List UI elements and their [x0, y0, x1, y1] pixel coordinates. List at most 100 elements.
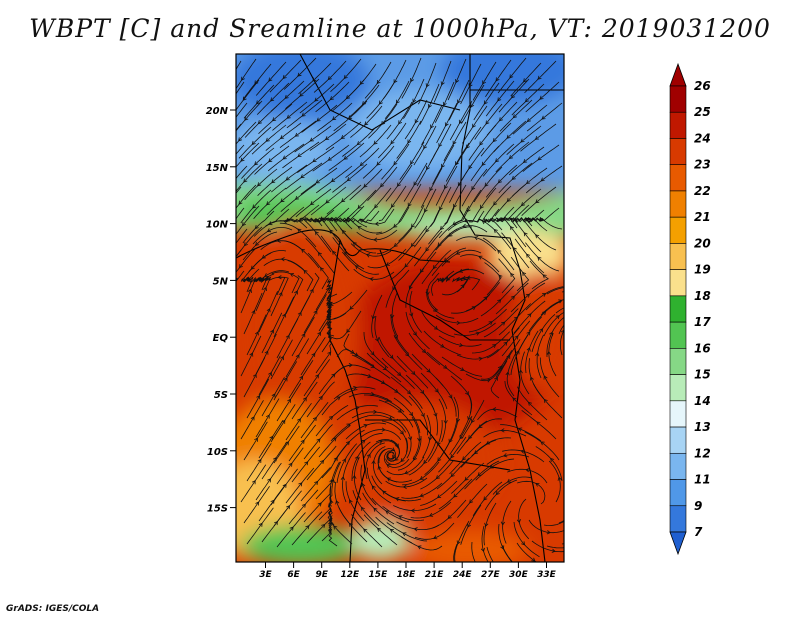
- streamline: [548, 333, 557, 377]
- streamline: [555, 307, 564, 314]
- streamline-arrow: [326, 332, 331, 337]
- streamline: [521, 186, 557, 216]
- streamline-arrow: [526, 118, 531, 123]
- streamline-arrow: [495, 77, 500, 82]
- streamline: [266, 185, 302, 216]
- streamline-arrow: [251, 309, 256, 315]
- streamline: [279, 222, 317, 248]
- streamline-arrow: [299, 375, 304, 380]
- streamline-arrow: [289, 526, 294, 531]
- streamline: [403, 162, 428, 202]
- streamline-arrow: [359, 80, 364, 85]
- streamline: [393, 334, 423, 370]
- streamline-arrow: [285, 176, 290, 181]
- streamline-arrow: [514, 335, 519, 340]
- streamline-arrow: [404, 263, 409, 268]
- colorbar-label: 16: [694, 341, 711, 355]
- streamline: [255, 61, 287, 96]
- streamline-arrow: [454, 565, 457, 569]
- streamline-arrow: [558, 299, 563, 304]
- streamline: [402, 461, 440, 486]
- streamline-arrow: [437, 457, 442, 462]
- streamline-arrow: [489, 464, 494, 469]
- streamline-arrow: [348, 363, 353, 368]
- streamline: [252, 227, 293, 245]
- streamline-arrow: [471, 186, 476, 191]
- streamline-arrow: [540, 441, 545, 446]
- streamline: [435, 377, 457, 417]
- streamline: [502, 449, 545, 463]
- streamline-arrow: [397, 371, 402, 376]
- streamline: [422, 414, 431, 459]
- streamline: [375, 378, 413, 406]
- streamline-arrow: [318, 395, 323, 400]
- streamline: [279, 120, 317, 149]
- streamline: [391, 292, 398, 337]
- streamline-arrow: [459, 343, 464, 348]
- streamline-arrow: [299, 92, 304, 97]
- streamline: [398, 204, 425, 242]
- streamline-arrow: [539, 328, 543, 333]
- streamline-arrow: [373, 409, 378, 415]
- streamline: [506, 354, 516, 397]
- streamline-arrow: [456, 540, 461, 545]
- streamline: [236, 81, 245, 95]
- streamline-arrow: [444, 184, 448, 190]
- streamline: [345, 481, 365, 522]
- streamline-arrow: [288, 462, 293, 467]
- streamline-arrow: [433, 412, 438, 418]
- streamline-arrow: [321, 523, 326, 528]
- streamline-arrow: [361, 506, 365, 511]
- streamline-arrow: [527, 218, 532, 223]
- streamline: [436, 457, 470, 490]
- colorbar-label: 23: [694, 158, 711, 172]
- streamline: [330, 310, 362, 340]
- streamline: [246, 443, 272, 482]
- streamline: [420, 372, 448, 410]
- streamline: [333, 429, 365, 463]
- streamline: [486, 327, 520, 359]
- streamline-arrow: [462, 223, 467, 229]
- streamline: [456, 126, 482, 165]
- streamline: [528, 519, 564, 534]
- streamline-arrow: [357, 225, 362, 230]
- streamline-arrow: [394, 456, 399, 461]
- streamline-arrow: [251, 480, 256, 485]
- streamline: [427, 272, 440, 311]
- streamline: [510, 62, 542, 97]
- streamline: [456, 236, 497, 252]
- streamline: [501, 232, 530, 269]
- streamline-arrow: [350, 349, 355, 354]
- streamline: [435, 165, 458, 206]
- streamline: [288, 489, 319, 525]
- streamline-arrow: [374, 221, 379, 226]
- streamline-arrow: [444, 122, 449, 127]
- streamline: [285, 338, 310, 378]
- streamline-arrow: [328, 286, 332, 291]
- streamline-arrow: [254, 80, 259, 85]
- lon-label: 9E: [315, 570, 328, 580]
- streamline: [482, 237, 515, 271]
- streamline: [300, 467, 331, 502]
- streamline: [507, 468, 548, 484]
- streamline-arrow: [557, 476, 562, 481]
- streamline-arrow: [397, 182, 401, 187]
- streamline-arrow: [247, 288, 252, 293]
- streamline-arrow: [239, 264, 243, 269]
- streamline-arrow: [312, 416, 317, 421]
- streamline-arrow: [568, 286, 571, 290]
- streamline: [561, 543, 564, 545]
- streamline: [351, 514, 383, 548]
- streamline-arrow: [577, 303, 580, 307]
- streamline: [390, 246, 422, 280]
- streamline: [497, 57, 527, 94]
- streamline-arrow: [395, 497, 400, 502]
- streamline: [297, 146, 335, 174]
- streamline-arrow: [425, 291, 430, 296]
- streamline-arrow: [280, 257, 285, 262]
- streamline: [501, 544, 513, 562]
- streamline-arrow: [395, 99, 400, 104]
- streamline-arrow: [313, 310, 318, 315]
- streamline: [351, 441, 371, 481]
- streamline-arrow: [342, 458, 346, 463]
